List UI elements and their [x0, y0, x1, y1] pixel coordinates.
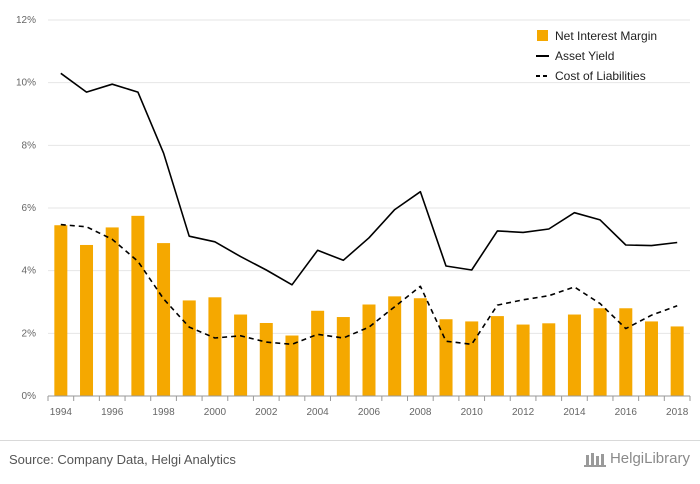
- bar: [259, 322, 273, 396]
- bar: [362, 304, 376, 396]
- x-tick-label: 2012: [512, 407, 535, 418]
- x-tick-label: 2018: [666, 407, 689, 418]
- bar: [516, 324, 530, 396]
- y-tick-label: 6%: [22, 203, 37, 214]
- bar: [388, 296, 402, 396]
- brand-name: HelgiLibrary: [609, 450, 690, 467]
- x-tick-label: 2000: [204, 407, 227, 418]
- y-tick-label: 0%: [22, 391, 37, 402]
- bar: [182, 300, 196, 396]
- line-series: [60, 72, 678, 346]
- legend-label: Net Interest Margin: [555, 29, 657, 43]
- y-tick-label: 2%: [22, 328, 37, 339]
- bar: [465, 321, 479, 396]
- x-tick-label: 2016: [615, 407, 638, 418]
- x-tick-label: 1996: [101, 407, 124, 418]
- bar: [311, 310, 325, 396]
- y-tick-label: 8%: [22, 140, 37, 151]
- source-text: Source: Company Data, Helgi Analytics: [9, 452, 236, 467]
- y-tick-label: 12%: [16, 15, 36, 26]
- legend-label: Cost of Liabilities: [555, 69, 646, 83]
- net-interest-margin-bars: [54, 215, 684, 396]
- bar: [131, 215, 145, 396]
- footer: Source: Company Data, Helgi Analytics He…: [0, 440, 700, 484]
- x-tick-label: 1998: [152, 407, 175, 418]
- bar: [336, 317, 350, 396]
- bar: [80, 244, 94, 396]
- bar: [542, 323, 556, 396]
- bar: [439, 319, 453, 396]
- x-tick-label: 1994: [50, 407, 73, 418]
- x-axis: 1994 1996 1998 2000 2002 2004 2006 2008 2010 2012…: [47, 395, 691, 418]
- x-tick-label: 2010: [461, 407, 484, 418]
- y-axis-ticks: 0% 2% 4% 6% 8% 10% 12%: [16, 15, 36, 402]
- legend-label: Asset Yield: [555, 49, 614, 63]
- x-tick-label: 2006: [358, 407, 381, 418]
- bar: [157, 243, 171, 396]
- bar: [593, 308, 607, 396]
- grid-lines: [48, 19, 690, 334]
- x-tick-label: 2008: [409, 407, 432, 418]
- legend: Net Interest Margin Asset Yield Cost of Li…: [536, 29, 657, 83]
- bar: [105, 227, 119, 396]
- bar: [567, 314, 581, 396]
- brand-logo: HelgiLibrary: [583, 450, 690, 467]
- asset-yield-line: [60, 72, 678, 286]
- y-tick-label: 4%: [22, 266, 37, 277]
- library-icon: [583, 452, 606, 467]
- bar: [54, 225, 68, 396]
- bar: [285, 335, 299, 396]
- chart: 0% 2% 4% 6% 8% 10% 12% 1994 1996 1998 2000 2002 200…: [16, 15, 691, 418]
- bar: [234, 314, 248, 396]
- x-tick-label: 2004: [307, 407, 330, 418]
- legend-swatch-bar: [537, 30, 548, 41]
- bar: [490, 316, 504, 396]
- bar: [644, 321, 658, 396]
- x-tick-label: 2002: [255, 407, 278, 418]
- bar: [208, 297, 222, 396]
- bar: [670, 326, 684, 396]
- x-tick-label: 2014: [563, 407, 586, 418]
- bar: [619, 308, 633, 396]
- y-tick-label: 10%: [16, 78, 36, 89]
- bar: [413, 298, 427, 396]
